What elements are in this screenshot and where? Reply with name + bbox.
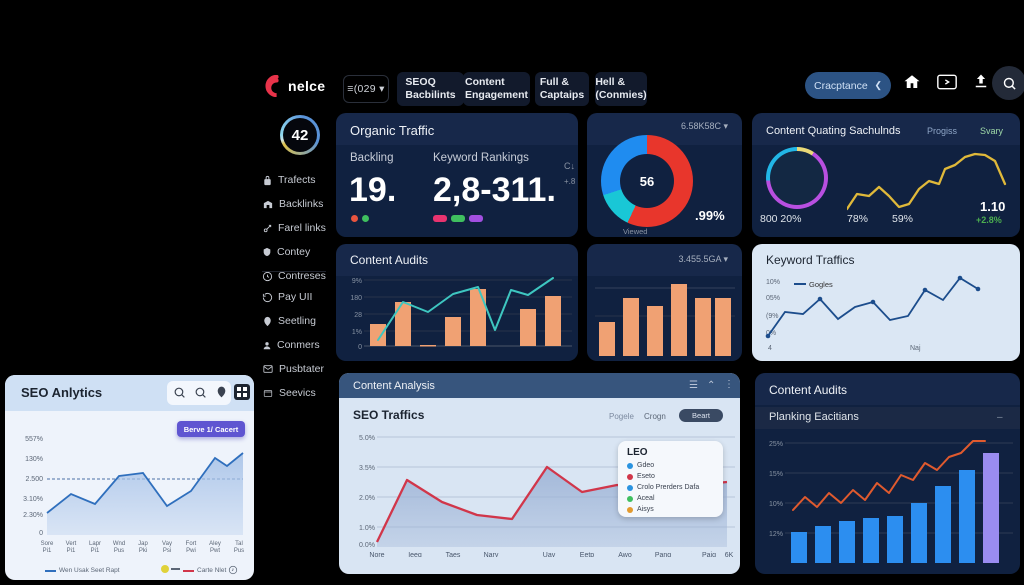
svg-text:0.0%: 0.0% (359, 542, 375, 549)
svg-text:Wnd: Wnd (113, 541, 125, 547)
svg-text:05%: 05% (766, 295, 780, 302)
svg-text:Taes: Taes (446, 552, 461, 557)
svg-text:Nary: Nary (484, 552, 499, 557)
svg-text:Aley: Aley (209, 541, 221, 547)
svg-text:Eetp: Eetp (580, 552, 595, 557)
svg-text:180: 180 (350, 295, 362, 302)
svg-text:Pang: Pang (655, 552, 671, 557)
svg-text:Jap: Jap (138, 541, 148, 547)
svg-text:2.0%: 2.0% (359, 495, 375, 502)
svg-text:(9%: (9% (766, 313, 778, 320)
svg-text:130%: 130% (25, 456, 43, 463)
svg-text:Paig: Paig (702, 552, 716, 557)
svg-text:Pus: Pus (114, 548, 124, 554)
svg-text:Awo: Awo (618, 552, 632, 557)
svg-text:Naj: Naj (910, 345, 921, 352)
svg-text:2.500: 2.500 (25, 476, 43, 483)
svg-text:2.30%: 2.30% (23, 512, 43, 519)
svg-text:557%: 557% (25, 436, 43, 443)
svg-text:3.10%: 3.10% (23, 496, 43, 503)
svg-text:12%: 12% (769, 531, 783, 538)
svg-text:Pi1: Pi1 (67, 548, 76, 554)
svg-text:Pwi: Pwi (186, 548, 196, 554)
svg-text:Vert: Vert (66, 541, 77, 547)
svg-text:10%: 10% (766, 279, 780, 286)
svg-text:Uay: Uay (543, 552, 556, 557)
svg-text:10%: 10% (769, 501, 783, 508)
svg-text:25%: 25% (769, 441, 783, 448)
svg-text:Psi: Psi (163, 548, 171, 554)
svg-text:Pus: Pus (234, 548, 244, 554)
svg-text:Pi1: Pi1 (43, 548, 52, 554)
svg-text:Gogles: Gogles (809, 280, 833, 289)
svg-text:Pki: Pki (139, 548, 147, 554)
svg-text:9%: 9% (352, 278, 362, 285)
svg-text:6K: 6K (725, 552, 734, 557)
svg-text:Lapr: Lapr (89, 541, 101, 547)
svg-text:Vay: Vay (162, 541, 172, 547)
svg-text:Sore: Sore (41, 541, 54, 547)
svg-text:1.0%: 1.0% (359, 525, 375, 532)
svg-text:3.5%: 3.5% (359, 465, 375, 472)
svg-text:15%: 15% (769, 471, 783, 478)
svg-text:Tal: Tal (235, 541, 243, 547)
svg-text:Ieeg: Ieeg (408, 552, 422, 557)
svg-text:Pi1: Pi1 (91, 548, 100, 554)
svg-text:Nore: Nore (369, 552, 384, 557)
svg-text:5.0%: 5.0% (359, 435, 375, 442)
svg-text:28: 28 (354, 312, 362, 319)
svg-text:4: 4 (768, 345, 772, 352)
svg-text:0: 0 (39, 530, 43, 537)
svg-text:1%: 1% (352, 329, 362, 336)
svg-text:0: 0 (358, 344, 362, 351)
svg-text:Pwt: Pwt (210, 548, 220, 554)
svg-text:Fort: Fort (186, 541, 197, 547)
